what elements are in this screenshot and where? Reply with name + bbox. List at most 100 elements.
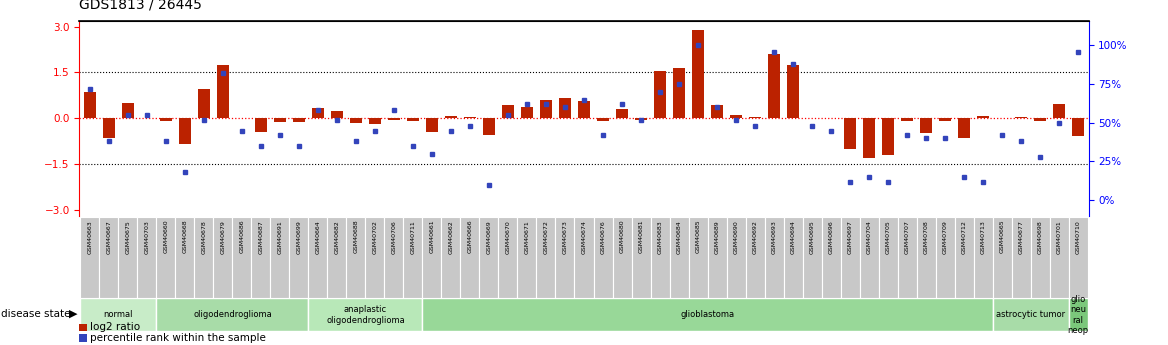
Bar	[179, 118, 190, 144]
Text: GSM40691: GSM40691	[278, 220, 283, 254]
Text: GSM40673: GSM40673	[563, 220, 568, 254]
Text: GSM40661: GSM40661	[430, 220, 434, 254]
Bar	[802, 217, 821, 298]
Bar	[882, 118, 894, 155]
Bar	[1054, 105, 1065, 118]
Bar	[445, 116, 457, 118]
Text: GSM40707: GSM40707	[904, 220, 910, 254]
Text: GSM40677: GSM40677	[1018, 220, 1023, 254]
Bar	[308, 217, 327, 298]
Text: GSM40709: GSM40709	[943, 220, 947, 254]
Text: anaplastic
oligodendroglioma: anaplastic oligodendroglioma	[326, 305, 405, 325]
Bar	[175, 217, 194, 298]
Text: GSM40688: GSM40688	[354, 220, 359, 254]
Text: GDS1813 / 26445: GDS1813 / 26445	[79, 0, 202, 12]
Text: GSM40683: GSM40683	[658, 220, 662, 254]
Bar	[308, 298, 423, 331]
Text: GSM40684: GSM40684	[676, 220, 681, 254]
Bar	[271, 217, 290, 298]
Bar	[274, 118, 286, 122]
Bar	[460, 217, 480, 298]
Text: GSM40704: GSM40704	[867, 220, 871, 254]
Bar	[84, 92, 96, 118]
Bar	[157, 298, 308, 331]
Bar	[1015, 117, 1027, 118]
Bar	[745, 217, 765, 298]
Text: GSM40690: GSM40690	[734, 220, 738, 254]
Bar	[369, 118, 381, 124]
Bar	[593, 217, 612, 298]
Bar	[388, 118, 399, 120]
Text: GSM40687: GSM40687	[258, 220, 264, 254]
Text: GSM40710: GSM40710	[1076, 220, 1080, 254]
Text: GSM40696: GSM40696	[828, 220, 834, 254]
Bar	[978, 116, 989, 118]
Text: GSM40678: GSM40678	[201, 220, 207, 254]
Bar	[863, 118, 875, 158]
Text: GSM40701: GSM40701	[1057, 220, 1062, 254]
Text: GSM40713: GSM40713	[981, 220, 986, 254]
Bar	[860, 217, 878, 298]
Text: glio
neu
ral
neop: glio neu ral neop	[1068, 295, 1089, 335]
Bar	[597, 118, 609, 121]
Bar	[256, 118, 266, 132]
Bar	[897, 217, 917, 298]
Bar	[426, 118, 438, 132]
Bar	[499, 217, 517, 298]
Bar	[517, 217, 536, 298]
Bar	[954, 217, 974, 298]
Text: GSM40665: GSM40665	[1000, 220, 1004, 254]
Text: GSM40699: GSM40699	[297, 220, 301, 254]
Bar	[1072, 118, 1084, 136]
Bar	[612, 217, 632, 298]
Bar	[651, 217, 669, 298]
Text: GSM40681: GSM40681	[639, 220, 644, 254]
Text: GSM40702: GSM40702	[373, 220, 377, 254]
Text: GSM40670: GSM40670	[506, 220, 510, 254]
Bar	[217, 65, 229, 118]
Bar	[484, 118, 495, 135]
Bar	[688, 217, 708, 298]
Bar	[232, 217, 251, 298]
Text: GSM40667: GSM40667	[106, 220, 111, 254]
Bar	[1011, 217, 1030, 298]
Text: GSM40666: GSM40666	[467, 220, 473, 254]
Bar	[194, 217, 214, 298]
Text: GSM40672: GSM40672	[543, 220, 549, 254]
Text: GSM40660: GSM40660	[164, 220, 168, 254]
Bar	[123, 103, 133, 118]
Bar	[844, 118, 856, 149]
Bar	[878, 217, 897, 298]
Bar	[575, 217, 593, 298]
Text: GSM40662: GSM40662	[449, 220, 453, 254]
Bar	[103, 118, 114, 138]
Bar	[765, 217, 784, 298]
Bar	[1030, 217, 1050, 298]
Bar	[939, 118, 951, 121]
Bar	[578, 101, 590, 118]
Bar	[556, 217, 575, 298]
Text: GSM40697: GSM40697	[848, 220, 853, 254]
Bar	[79, 334, 86, 342]
Text: GSM40706: GSM40706	[391, 220, 396, 254]
Bar	[423, 298, 993, 331]
Bar	[730, 115, 742, 118]
Bar	[79, 324, 86, 331]
Text: GSM40708: GSM40708	[924, 220, 929, 254]
Bar	[841, 217, 860, 298]
Text: GSM40694: GSM40694	[791, 220, 795, 254]
Bar	[993, 298, 1069, 331]
Text: percentile rank within the sample: percentile rank within the sample	[90, 333, 265, 343]
Bar	[673, 68, 684, 118]
Text: GSM40674: GSM40674	[582, 220, 586, 254]
Text: GSM40669: GSM40669	[487, 220, 492, 254]
Text: GSM40685: GSM40685	[695, 220, 701, 254]
Bar	[654, 71, 666, 118]
Bar	[423, 217, 442, 298]
Bar	[693, 30, 704, 118]
Bar	[711, 105, 723, 118]
Text: disease state: disease state	[1, 309, 71, 319]
Bar	[902, 118, 912, 121]
Text: log2 ratio: log2 ratio	[90, 323, 140, 333]
Bar	[332, 110, 342, 118]
